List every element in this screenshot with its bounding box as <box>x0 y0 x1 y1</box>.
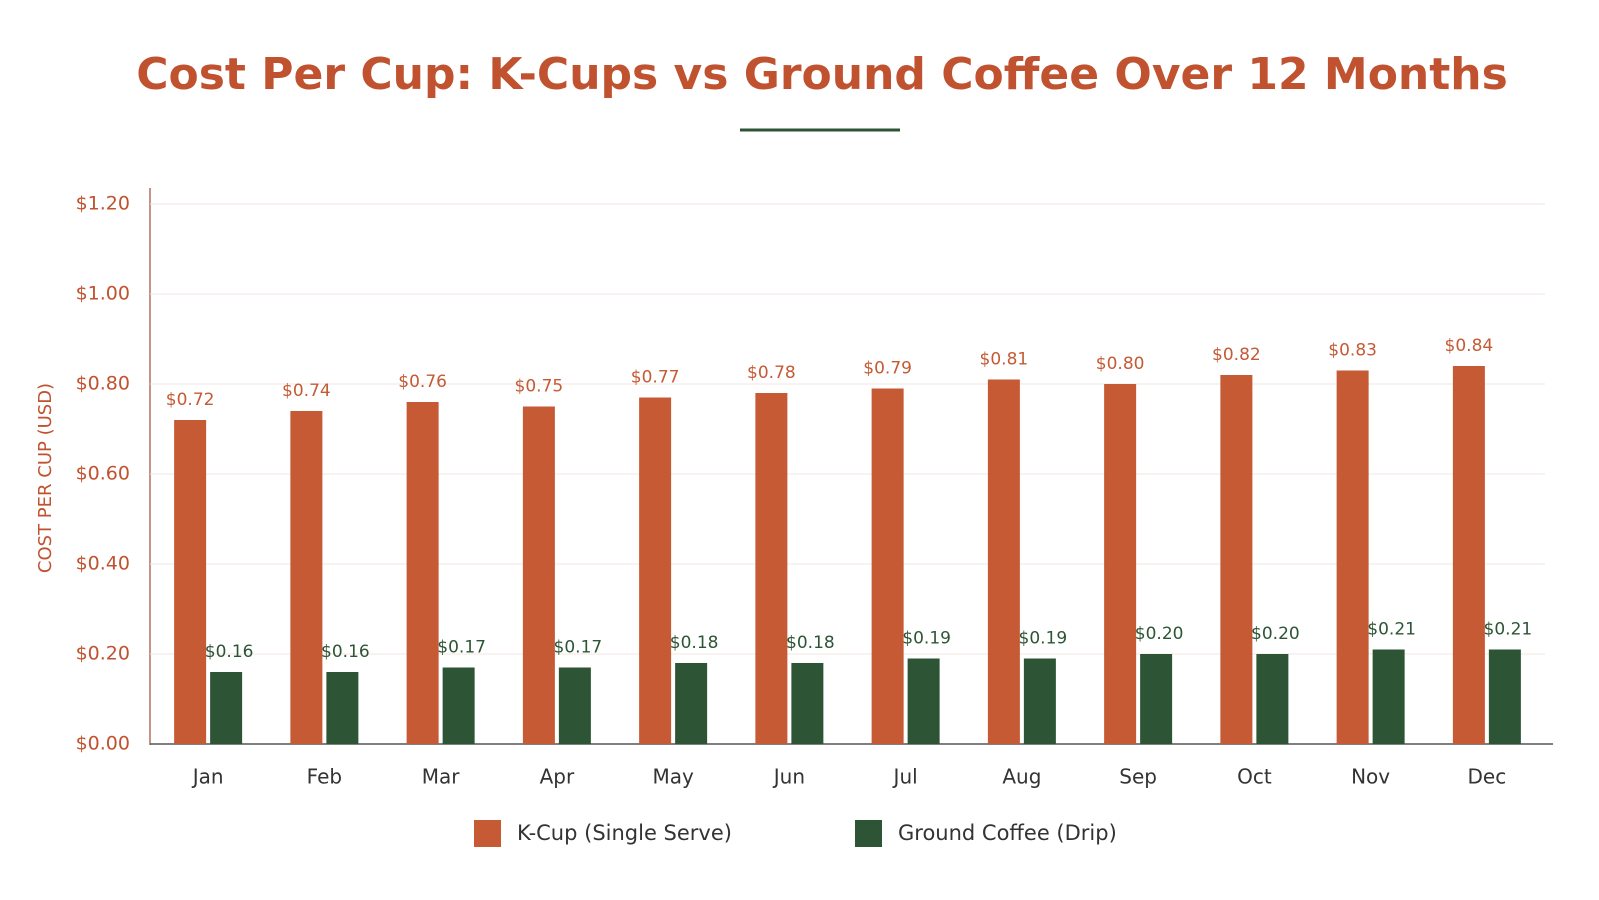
legend-swatch <box>474 820 501 847</box>
value-label: $0.78 <box>747 363 796 383</box>
y-tick-label: $0.00 <box>76 733 130 755</box>
bar <box>639 397 672 744</box>
y-tick-label: $0.80 <box>76 373 130 395</box>
bar <box>522 406 555 744</box>
value-label: $0.77 <box>631 368 680 388</box>
value-label: $0.16 <box>321 642 370 662</box>
y-tick-label: $0.40 <box>76 553 130 575</box>
value-label: $0.19 <box>1019 629 1068 649</box>
bar <box>791 663 824 744</box>
bar <box>290 411 323 744</box>
bar <box>987 379 1020 744</box>
value-label: $0.72 <box>166 390 215 410</box>
legend-label: Ground Coffee (Drip) <box>898 821 1117 845</box>
value-label: $0.17 <box>437 638 486 658</box>
x-tick-label: Aug <box>1002 765 1041 789</box>
bar <box>1140 654 1173 744</box>
bar <box>755 393 788 744</box>
x-tick-label: Oct <box>1237 765 1272 789</box>
x-tick-label: May <box>652 765 694 789</box>
bar <box>1104 384 1137 744</box>
y-tick-label: $1.00 <box>76 283 130 305</box>
bar <box>907 658 940 744</box>
value-label: $0.79 <box>863 359 912 379</box>
bar <box>1256 654 1289 744</box>
value-label: $0.19 <box>902 629 951 649</box>
y-tick-label: $1.20 <box>76 193 130 215</box>
x-tick-label: Jun <box>772 765 805 789</box>
x-tick-label: Feb <box>307 765 342 789</box>
value-label: $0.74 <box>282 381 331 401</box>
x-tick-label: Mar <box>422 765 461 789</box>
value-label: $0.83 <box>1328 341 1377 361</box>
bar <box>1220 375 1253 744</box>
bar <box>558 667 591 744</box>
x-tick-label: Nov <box>1351 765 1390 789</box>
value-label: $0.20 <box>1135 624 1184 644</box>
bar <box>442 667 475 744</box>
value-label: $0.75 <box>515 377 564 397</box>
x-tick-label: Dec <box>1468 765 1507 789</box>
y-tick-label: $0.60 <box>76 463 130 485</box>
value-label: $0.81 <box>980 350 1029 370</box>
y-tick-label: $0.20 <box>76 643 130 665</box>
bar <box>210 672 243 744</box>
value-label: $0.76 <box>398 372 447 392</box>
bar <box>1452 366 1485 744</box>
y-axis-label: COST PER CUP (USD) <box>35 383 56 573</box>
bar <box>326 672 359 744</box>
bar <box>174 420 207 744</box>
value-label: $0.21 <box>1484 620 1533 640</box>
bar <box>1488 649 1521 744</box>
value-label: $0.18 <box>786 633 835 653</box>
bar <box>871 388 904 744</box>
legend-label: K-Cup (Single Serve) <box>517 821 732 845</box>
value-label: $0.84 <box>1445 336 1494 356</box>
bar <box>1336 370 1369 744</box>
value-label: $0.21 <box>1367 620 1416 640</box>
value-label: $0.80 <box>1096 354 1145 374</box>
value-label: $0.82 <box>1212 345 1261 365</box>
x-tick-label: Jul <box>892 765 918 789</box>
bar <box>406 402 439 744</box>
bar <box>675 663 708 744</box>
value-label: $0.18 <box>670 633 719 653</box>
chart-title: Cost Per Cup: K-Cups vs Ground Coffee Ov… <box>136 49 1508 100</box>
x-tick-label: Apr <box>540 765 575 789</box>
bar <box>1372 649 1405 744</box>
value-label: $0.20 <box>1251 624 1300 644</box>
x-tick-label: Sep <box>1119 765 1157 789</box>
x-tick-label: Jan <box>191 765 224 789</box>
bar <box>1023 658 1056 744</box>
value-label: $0.16 <box>205 642 254 662</box>
legend-swatch <box>855 820 882 847</box>
value-label: $0.17 <box>554 638 603 658</box>
